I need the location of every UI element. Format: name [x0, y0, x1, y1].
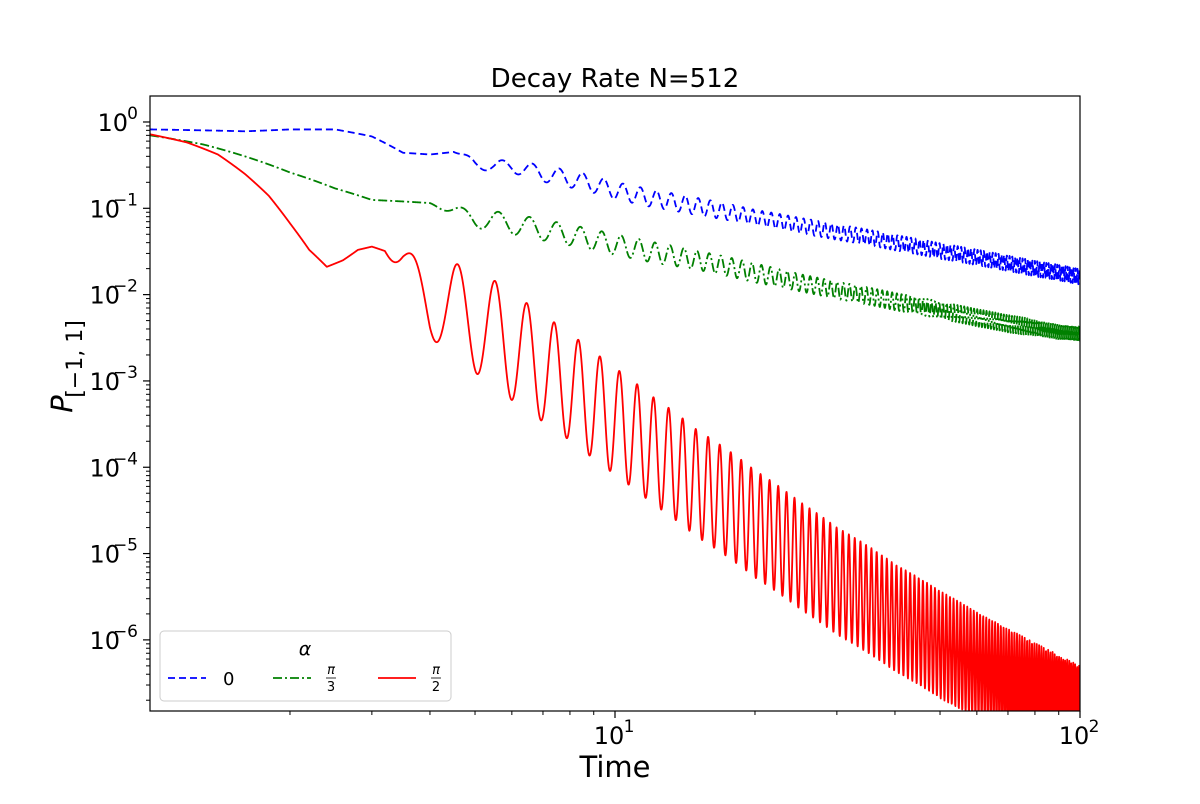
legend-label: 0	[223, 669, 234, 690]
y-tick-label-exponent: −1	[113, 190, 138, 210]
series-lines	[150, 128, 1080, 711]
x-tick-label-exponent: 1	[624, 717, 635, 737]
legend-title: α	[299, 638, 312, 660]
y-axis-label: P [−1, 1]	[45, 320, 88, 413]
x-tick-label-base: 10	[1059, 722, 1090, 750]
legend-label-numerator: π	[432, 663, 440, 678]
legend: α 0 π 3 π 2	[159, 630, 452, 702]
x-axis-label: Time	[579, 750, 651, 784]
x-tick-label: 10	[1059, 722, 1090, 750]
x-tick-label-exponent: 2	[1089, 717, 1100, 737]
y-tick-label-base: 10	[89, 541, 120, 569]
y-tick-label-exponent: −3	[113, 363, 138, 383]
x-tick-label-base: 10	[594, 722, 625, 750]
legend-label-denominator: 2	[432, 680, 440, 695]
y-tick-label-base: 10	[97, 109, 128, 137]
y-tick-label-base: 10	[89, 282, 120, 310]
y-tick-label-base: 10	[89, 454, 120, 482]
y-tick-label-base: 10	[89, 368, 120, 396]
y-tick-label-exponent: −6	[113, 622, 138, 642]
x-tick-label: 10	[594, 722, 625, 750]
y-axis-label-main: P	[45, 395, 79, 413]
legend-entries: 0 π 3 π 2	[168, 663, 441, 695]
y-tick-label-exponent: 0	[127, 104, 138, 124]
legend-label-denominator: 3	[327, 680, 335, 695]
chart-title: Decay Rate N=512	[491, 64, 740, 94]
legend-label-numerator: π	[327, 663, 335, 678]
y-tick-label-base: 10	[89, 195, 120, 223]
y-tick-label-exponent: −2	[113, 277, 138, 297]
series-line-3	[150, 133, 1080, 711]
y-tick-label-base: 10	[89, 627, 120, 655]
series-line-1	[150, 128, 1080, 286]
y-tick-label-exponent: −5	[113, 536, 138, 556]
axis-ticks: 10 1 10 210 010−110−210−310−410−510−6	[89, 104, 1099, 750]
y-tick-label-exponent: −4	[113, 449, 138, 469]
y-axis-label-subscript: [−1, 1]	[63, 320, 88, 398]
series-line-2	[150, 134, 1080, 344]
legend-box	[159, 630, 452, 702]
